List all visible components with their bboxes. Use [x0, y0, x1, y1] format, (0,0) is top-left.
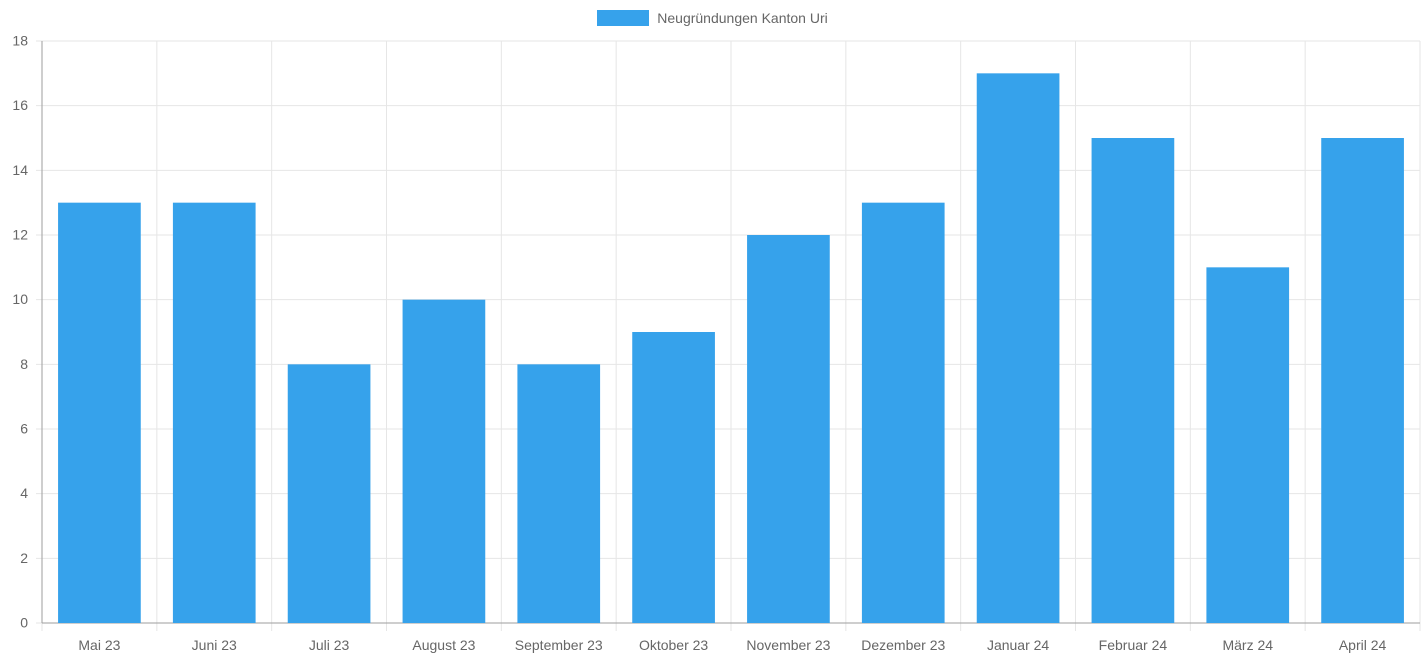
y-tick-label: 16	[12, 97, 28, 113]
x-tick-label: Januar 24	[987, 637, 1049, 653]
x-tick-label: September 23	[515, 637, 603, 653]
x-tick-label: März 24	[1222, 637, 1273, 653]
y-tick-label: 14	[12, 162, 28, 178]
x-tick-label: Dezember 23	[861, 637, 945, 653]
bar-september-23[interactable]	[517, 364, 601, 623]
y-tick-label: 4	[20, 485, 28, 501]
bar-märz-24[interactable]	[1206, 267, 1290, 623]
bar-dezember-23[interactable]	[861, 202, 945, 623]
x-tick-label: Juni 23	[192, 637, 237, 653]
x-tick-label: Juli 23	[309, 637, 350, 653]
y-tick-label: 0	[20, 615, 28, 631]
bar-april-24[interactable]	[1321, 138, 1404, 623]
bar-juni-23[interactable]	[172, 202, 256, 623]
y-tick-label: 18	[12, 33, 28, 49]
bar-november-23[interactable]	[747, 235, 830, 623]
legend-label: Neugründungen Kanton Uri	[657, 10, 828, 26]
chart-legend[interactable]: Neugründungen Kanton Uri	[0, 10, 1425, 26]
bar-august-23[interactable]	[402, 299, 486, 623]
x-tick-label: November 23	[746, 637, 830, 653]
bar-februar-24[interactable]	[1091, 138, 1175, 623]
x-tick-label: Oktober 23	[639, 637, 708, 653]
y-tick-label: 12	[12, 227, 28, 243]
legend-swatch	[597, 10, 650, 26]
x-tick-label: August 23	[412, 637, 475, 653]
y-tick-label: 6	[20, 421, 28, 437]
y-tick-label: 8	[20, 356, 28, 372]
y-tick-label: 2	[20, 550, 28, 566]
x-tick-label: April 24	[1339, 637, 1387, 653]
bar-mai-23[interactable]	[58, 202, 141, 623]
y-tick-label: 10	[12, 291, 28, 307]
bar-juli-23[interactable]	[287, 364, 371, 623]
x-tick-label: Mai 23	[78, 637, 120, 653]
bar-januar-24[interactable]	[976, 73, 1060, 624]
x-tick-label: Februar 24	[1099, 637, 1168, 653]
bar-oktober-23[interactable]	[632, 332, 715, 623]
